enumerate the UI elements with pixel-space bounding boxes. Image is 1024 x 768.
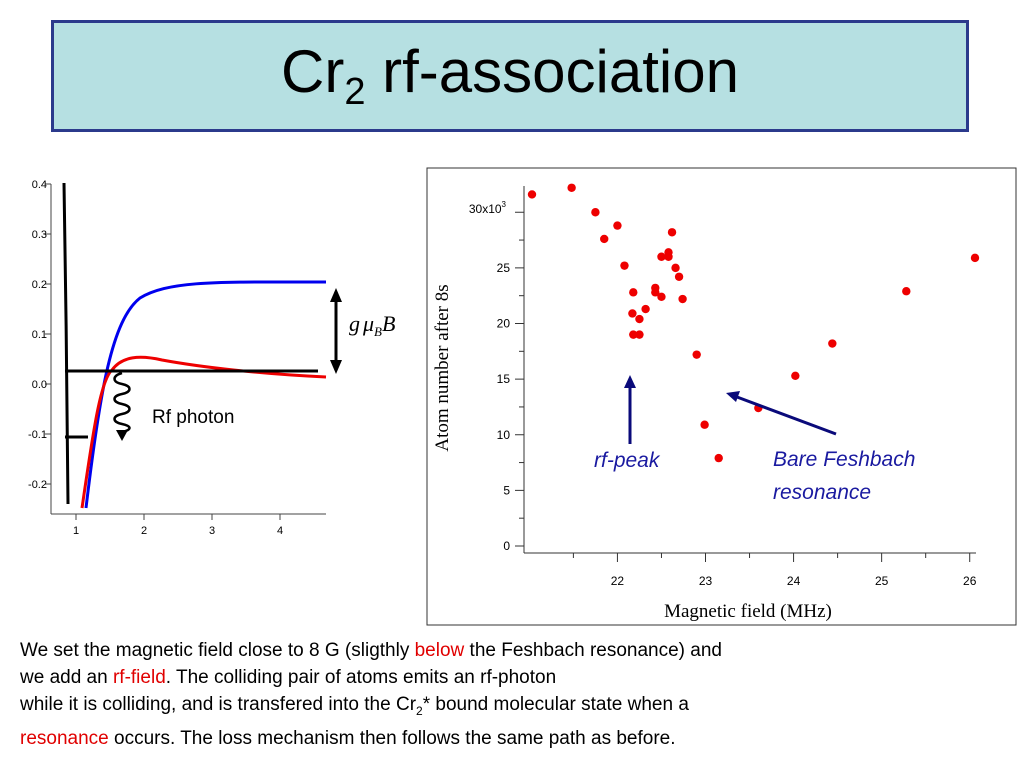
left-y-tick-label: -0.1 xyxy=(28,429,47,441)
energy-arrow-head-up xyxy=(330,288,342,302)
left-y-tick-label: -0.2 xyxy=(28,479,47,491)
data-point xyxy=(970,253,980,263)
x-axis-ticks: 22 23 24 25 26 xyxy=(572,553,977,588)
data-point xyxy=(591,208,600,217)
left-y-tick-label: 0.2 xyxy=(32,279,47,291)
data-point xyxy=(635,314,644,324)
data-point xyxy=(700,420,709,429)
y-axis-label: Atom number after 8s xyxy=(432,284,453,451)
data-point xyxy=(791,371,800,380)
left-x-tick-label: 3 xyxy=(209,525,215,537)
rf-peak-label: rf-peak xyxy=(594,449,661,472)
data-point xyxy=(613,221,622,230)
data-point xyxy=(674,272,684,281)
x-tick-label: 26 xyxy=(963,574,977,588)
highlight-rf-field: rf-field xyxy=(112,667,166,688)
left-y-ticks: 0.4 0.3 0.2 0.1 0.0 -0.1 -0.2 xyxy=(28,179,51,491)
left-y-tick-label: 0.0 xyxy=(32,379,47,391)
data-point xyxy=(671,263,680,273)
feshbach-arrow xyxy=(736,395,837,436)
y-axis-ticks: 25 20 15 10 5 0 xyxy=(497,211,524,553)
data-point xyxy=(692,350,701,359)
data-point xyxy=(664,248,673,257)
y-tick-label: 10 xyxy=(497,428,511,442)
data-point xyxy=(629,330,638,339)
data-point xyxy=(657,252,666,261)
data-point xyxy=(629,288,638,297)
blue-potential-curve xyxy=(84,280,327,509)
y-tick-label: 5 xyxy=(503,483,510,497)
title-main: Cr xyxy=(281,37,345,105)
feshbach-arrow-head xyxy=(726,391,740,402)
rf-photon-arrow-head xyxy=(116,430,128,441)
feshbach-label-line2: resonance xyxy=(773,481,871,504)
data-point xyxy=(902,287,911,296)
data-point xyxy=(714,453,723,463)
energy-arrow-head-down xyxy=(330,360,342,374)
data-point xyxy=(527,190,537,199)
left-x-tick-label: 1 xyxy=(73,525,79,537)
x-tick-label: 24 xyxy=(787,574,801,588)
caption-line-2: we add an rf-field. The colliding pair o… xyxy=(20,667,557,688)
data-point xyxy=(635,330,644,339)
data-point xyxy=(667,228,677,237)
data-points xyxy=(527,183,980,463)
left-y-tick-label: 0.1 xyxy=(32,329,47,341)
x-tick-label: 22 xyxy=(611,574,625,588)
data-point xyxy=(828,339,837,348)
repulsive-wall-curve xyxy=(62,182,70,505)
data-point xyxy=(657,292,666,301)
data-point xyxy=(678,294,687,304)
data-point xyxy=(600,234,609,244)
data-point xyxy=(620,261,629,270)
slide-title: Cr2 rf-association xyxy=(281,41,739,113)
title-box: Cr2 rf-association xyxy=(51,20,969,132)
y-tick-label: 0 xyxy=(503,539,510,553)
caption-text: We set the magnetic field close to 8 G (… xyxy=(20,637,920,752)
caption-line-1: We set the magnetic field close to 8 G (… xyxy=(20,640,722,661)
chart-frame xyxy=(426,167,1017,626)
highlight-below: below xyxy=(414,640,465,661)
data-point xyxy=(651,288,660,297)
caption-line-4: resonance occurs. The loss mechanism the… xyxy=(20,727,676,749)
y-tick-label: 20 xyxy=(497,317,511,331)
data-point xyxy=(641,304,650,314)
rf-photon-squiggle xyxy=(113,371,131,434)
y-top-tick-label: 30x103 xyxy=(469,200,507,216)
potential-energy-plot: 0.4 0.3 0.2 0.1 0.0 -0.1 -0.2 1 2 3 4 g μBB Rf pho… xyxy=(28,179,395,537)
highlight-resonance: resonance xyxy=(20,727,109,749)
data-point xyxy=(628,309,637,318)
rf-photon-label: Rf photon xyxy=(152,407,234,428)
left-x-tick-label: 4 xyxy=(277,525,283,537)
x-axis-label: Magnetic field (MHz) xyxy=(664,601,832,622)
data-point xyxy=(567,183,576,192)
title-rest: rf-association xyxy=(365,37,739,105)
left-x-ticks: 1 2 3 4 xyxy=(73,514,283,537)
title-subscript: 2 xyxy=(344,70,366,113)
y-tick-label: 25 xyxy=(497,261,511,275)
x-tick-label: 23 xyxy=(699,574,713,588)
left-y-tick-label: 0.3 xyxy=(32,229,47,241)
energy-label: g μBB xyxy=(349,311,395,339)
left-x-tick-label: 2 xyxy=(141,525,147,537)
left-y-tick-label: 0.4 xyxy=(32,179,47,191)
caption-line-3: while it is colliding, and is transfered… xyxy=(20,694,689,718)
y-tick-label: 15 xyxy=(497,372,511,386)
rf-peak-arrow-head xyxy=(624,375,636,388)
feshbach-label-line1: Bare Feshbach xyxy=(773,448,915,471)
x-tick-label: 25 xyxy=(875,574,889,588)
